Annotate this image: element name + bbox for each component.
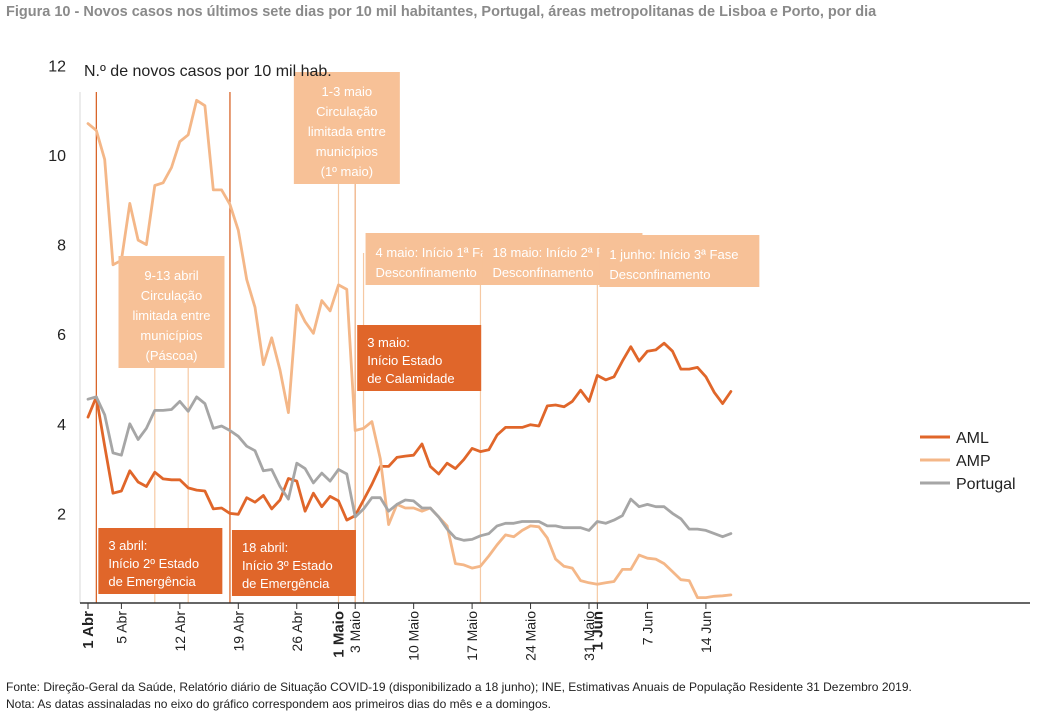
period-box-0-line-0: 9-13 abril <box>144 268 198 283</box>
period-box-1-line-3: municípios <box>316 144 379 159</box>
x-tick-label-7: 10 Maio <box>406 611 422 661</box>
event-box-0: 3 abril: Início 2º Estado de Emergência <box>98 528 223 594</box>
event-box-2-line-2: de Calamidade <box>367 371 454 386</box>
period-box-0-line-1: Circulação <box>141 288 202 303</box>
x-tick-label-9: 24 Maio <box>523 611 539 661</box>
y-tick-label-2: 6 <box>57 327 66 344</box>
x-tick-label-12: 7 Jun <box>639 611 655 645</box>
milestone-box-1-line-1: Desconfinamento <box>492 265 593 280</box>
period-box-0-line-3: municípios <box>140 328 203 343</box>
x-tick-label-4: 26 Abr <box>289 611 305 652</box>
legend-label-portugal: Portugal <box>956 476 1016 493</box>
x-tick-label-11: 1 Jun <box>589 611 606 650</box>
milestone-box-1-line-0: 18 maio: Início 2ª Fase <box>492 245 625 260</box>
event-box-1-line-1: Início 3º Estado <box>242 558 333 573</box>
milestone-box-2-bg <box>599 235 760 287</box>
y-tick-label-3: 8 <box>57 238 66 255</box>
period-box-0: 9-13 abril Circulação limitada entre municí… <box>118 256 225 368</box>
milestone-box-2-line-0: 1 junho: Início 3ª Fase <box>609 247 738 262</box>
y-tick-label-1: 4 <box>57 417 66 434</box>
event-box-2-line-0: 3 maio: <box>367 335 410 350</box>
period-box-0-line-4: (Páscoa) <box>145 348 197 363</box>
series-line-aml <box>86 341 733 522</box>
period-box-0-bg <box>118 256 225 368</box>
event-box-1-bg <box>231 530 356 596</box>
event-box-1-line-0: 18 abril: <box>242 540 288 555</box>
y-axis-title: N.º de novos casos por 10 mil hab. <box>84 63 332 80</box>
legend-label-amp: AMP <box>956 453 991 470</box>
event-box-2-bg <box>357 325 482 391</box>
event-box-0-bg <box>98 528 223 594</box>
series-line-amp <box>86 98 733 599</box>
x-tick-label-13: 14 Jun <box>698 611 714 653</box>
y-tick-label-4: 10 <box>48 148 66 165</box>
period-box-0-line-2: limitada entre <box>132 308 210 323</box>
period-box-1-line-0: 1-3 maio <box>322 84 373 99</box>
series-line-portugal <box>86 395 733 542</box>
x-tick-label-5: 1 Maio <box>331 611 348 658</box>
series-lines <box>86 98 733 599</box>
figure-title: Figura 10 - Novos casos nos últimos sete… <box>6 4 877 20</box>
event-box-2: 3 maio: Início Estado de Calamidade <box>357 325 482 391</box>
event-box-0-line-1: Início 2º Estado <box>108 556 199 571</box>
event-box-0-line-0: 3 abril: <box>108 538 147 553</box>
event-box-0-line-2: de Emergência <box>108 574 196 589</box>
y-tick-label-0: 2 <box>57 506 66 523</box>
period-box-1-line-2: limitada entre <box>308 124 386 139</box>
axes: 2 4 6 8 10 12 N.º de novos casos por 10 mil ha… <box>48 58 1030 661</box>
period-box-1-bg <box>293 72 400 184</box>
event-box-1: 18 abril: Início 3º Estado de Emergência <box>231 530 356 596</box>
x-tick-label-0: 1 Abr <box>80 611 97 649</box>
legend-label-aml: AML <box>956 430 989 447</box>
y-tick-label-5: 12 <box>48 58 66 75</box>
date-note: Nota: As datas assinaladas no eixo do gr… <box>6 697 551 711</box>
milestone-box-2-line-1: Desconfinamento <box>609 267 710 282</box>
source-note: Fonte: Direção-Geral da Saúde, Relatório… <box>6 680 912 694</box>
x-tick-label-8: 17 Maio <box>464 611 480 661</box>
period-box-1: 1-3 maio Circulação limitada entre municípi… <box>293 72 400 184</box>
event-box-1-line-2: de Emergência <box>242 576 330 591</box>
milestone-box-2: 1 junho: Início 3ª Fase Desconfinamento <box>599 235 760 287</box>
milestone-box-0-line-0: 4 maio: Início 1ª Fase <box>376 245 501 260</box>
period-box-1-line-4: (1º maio) <box>321 164 373 179</box>
x-tick-label-1: 5 Abr <box>113 611 129 644</box>
event-box-2-line-1: Início Estado <box>367 353 442 368</box>
period-box-1-line-1: Circulação <box>316 104 377 119</box>
x-tick-label-2: 12 Abr <box>172 611 188 652</box>
x-tick-label-10: 31 Maio <box>581 611 597 661</box>
milestone-box-0-line-1: Desconfinamento <box>376 265 477 280</box>
x-tick-label-6: 3 Maio <box>347 611 363 653</box>
x-tick-label-3: 19 Abr <box>230 611 246 652</box>
legend: AML AMP Portugal <box>920 430 1016 493</box>
